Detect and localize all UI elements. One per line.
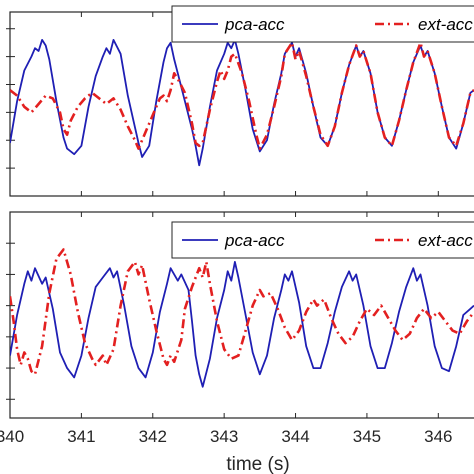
x-tick-label: 342 <box>139 427 167 446</box>
x-tick-label: 345 <box>353 427 381 446</box>
axes-frame <box>9 211 474 419</box>
bottom-panel: 340 341 342 343 344 345 346 pca-acc ext-acc (y-a <box>0 211 474 446</box>
legend-label-pca-acc: pca-acc <box>224 231 285 250</box>
legend-box <box>171 5 474 43</box>
x-tick-label: 346 <box>424 427 452 446</box>
legend-label-ext-acc: ext-acc (y-a <box>418 231 474 250</box>
x-tick-label: 340 <box>0 427 24 446</box>
series-line-pca-acc <box>10 39 474 167</box>
x-tick-label: 343 <box>210 427 238 446</box>
x-tick-label: 341 <box>67 427 95 446</box>
legend-label-ext-acc: ext-acc (x-a <box>418 15 474 34</box>
top-panel: pca-acc ext-acc (x-a <box>6 5 474 197</box>
legend-label-pca-acc: pca-acc <box>224 15 285 34</box>
legend-box <box>171 221 474 259</box>
series-line-ext-acc <box>10 41 474 150</box>
x-axis-title: time (s) <box>226 454 289 474</box>
series-line-pca-acc <box>10 261 474 388</box>
x-tick-label: 344 <box>281 427 309 446</box>
